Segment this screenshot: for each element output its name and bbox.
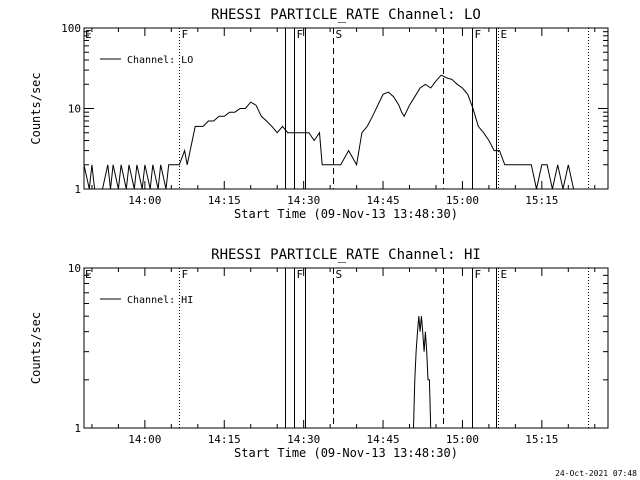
x-tick-label: 14:45	[366, 433, 399, 446]
x-tick-label: 14:15	[208, 433, 241, 446]
legend-label: Channel: HI	[127, 295, 193, 306]
y-tick-label: 10	[68, 103, 81, 116]
y-tick-label: 1	[74, 422, 81, 435]
y-tick-label: 100	[61, 22, 81, 35]
y-tick-label: 1	[74, 183, 81, 196]
marker-flag: F	[182, 268, 189, 281]
x-tick-label: 14:00	[128, 433, 161, 446]
x-tick-label: 14:15	[208, 194, 241, 207]
marker-flag: E	[85, 268, 92, 281]
y-axis-title: Counts/sec	[29, 312, 43, 384]
lo-channel-panel: RHESSI PARTICLE_RATE Channel: LO 14:00 14:…	[29, 7, 609, 221]
x-tick-label: 14:30	[287, 433, 320, 446]
marker-flag: F	[182, 28, 189, 41]
chart-title: RHESSI PARTICLE_RATE Channel: HI	[211, 247, 481, 263]
marker-flag: E	[501, 28, 508, 41]
marker-flag: F	[475, 268, 482, 281]
marker-flag: F	[297, 268, 304, 281]
chart-title: RHESSI PARTICLE_RATE Channel: LO	[211, 7, 481, 23]
x-tick-label: 14:30	[287, 194, 320, 207]
legend-label: Channel: LO	[127, 55, 193, 66]
x-tick-label: 14:45	[366, 194, 399, 207]
footer-timestamp: 24-Oct-2021 07:48	[555, 469, 637, 478]
x-tick-label: 15:15	[525, 194, 558, 207]
y-axis-title: Counts/sec	[29, 72, 43, 144]
marker-flag: F	[475, 28, 482, 41]
series-line	[84, 74, 606, 189]
marker-flag: F	[297, 28, 304, 41]
marker-flag: S	[336, 28, 343, 41]
hi-channel-panel: RHESSI PARTICLE_RATE Channel: HI 14:00 14:…	[29, 247, 609, 460]
x-tick-label: 15:15	[525, 433, 558, 446]
marker-flag: E	[501, 268, 508, 281]
marker-flag: S	[336, 268, 343, 281]
series-line	[413, 316, 432, 428]
x-axis-title: Start Time (09-Nov-13 13:48:30)	[234, 207, 458, 221]
x-tick-label: 14:00	[128, 194, 161, 207]
x-tick-label: 15:00	[446, 194, 479, 207]
y-tick-label: 10	[68, 262, 81, 275]
marker-flag: E	[85, 28, 92, 41]
x-tick-label: 15:00	[446, 433, 479, 446]
x-axis-title: Start Time (09-Nov-13 13:48:30)	[234, 446, 458, 460]
plot-frame	[83, 267, 609, 429]
